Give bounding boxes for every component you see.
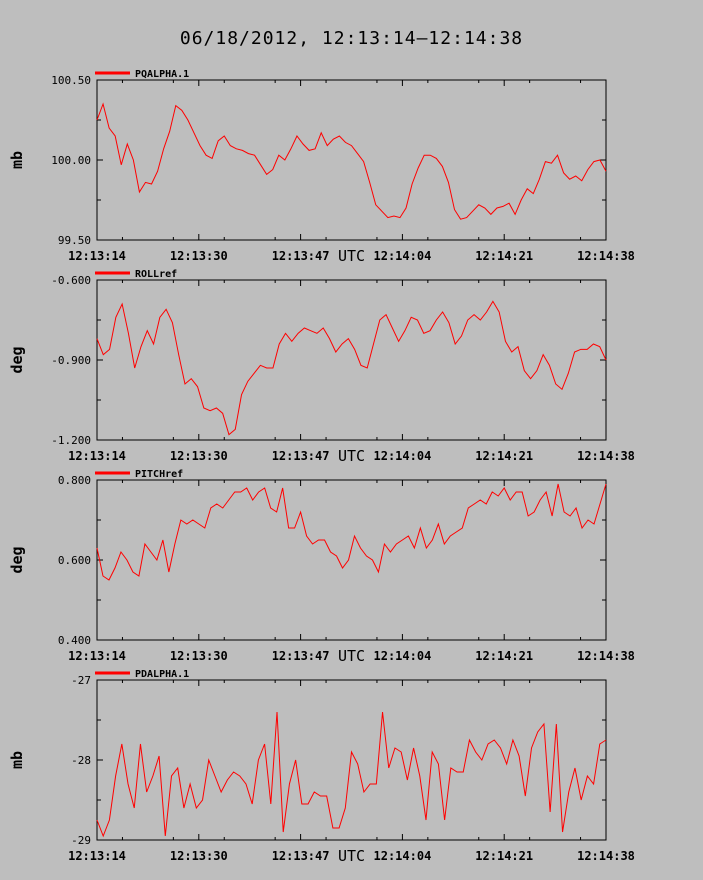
x-tick-label: 12:14:04 <box>374 649 432 663</box>
x-tick-label: 12:13:14 <box>68 849 126 863</box>
x-axis-label: UTC <box>338 847 365 865</box>
x-tick-label: 12:13:30 <box>170 849 228 863</box>
y-tick-label: 0.600 <box>58 554 91 567</box>
x-tick-label: 12:13:47 <box>272 849 330 863</box>
y-axis-label: mb <box>8 151 26 169</box>
x-tick-label: 12:14:21 <box>475 649 533 663</box>
x-tick-label: 12:14:04 <box>374 849 432 863</box>
chart-panel-1: 99.50 100.00 100.50 12:13:14 12:13:30 12:13:4… <box>8 69 635 265</box>
x-tick-label: 12:13:14 <box>68 249 126 263</box>
y-axis-label: deg <box>8 346 26 373</box>
y-tick-label: -29 <box>71 834 91 847</box>
y-axis-label: mb <box>8 751 26 769</box>
x-tick-label: 12:13:30 <box>170 249 228 263</box>
y-tick-label: -0.600 <box>51 274 91 287</box>
y-tick-label: -27 <box>71 674 91 687</box>
x-tick-label: 12:14:21 <box>475 249 533 263</box>
x-tick-label: 12:13:14 <box>68 449 126 463</box>
y-tick-label: -28 <box>71 754 91 767</box>
chart-panel-4: -29 -28 -27 12:13:14 12:13:30 12:13:47 12:14:0… <box>8 669 635 865</box>
plot-frame <box>96 279 607 441</box>
series-line-ROLLref <box>96 300 607 436</box>
y-tick-label: -0.900 <box>51 354 91 367</box>
plot-frame <box>96 79 607 241</box>
y-tick-label: 100.00 <box>51 154 91 167</box>
legend-label: PITCHref <box>135 469 183 480</box>
page-title: 06/18/2012, 12:13:14–12:14:38 <box>179 28 524 49</box>
y-tick-label: 0.400 <box>58 634 91 647</box>
x-tick-label: 12:13:30 <box>170 649 228 663</box>
x-tick-label: 12:14:04 <box>374 249 432 263</box>
x-tick-label: 12:14:04 <box>374 449 432 463</box>
legend-label: PQALPHA.1 <box>135 69 189 80</box>
x-tick-label: 12:14:38 <box>577 449 635 463</box>
x-tick-label: 12:14:38 <box>577 649 635 663</box>
x-axis-label: UTC <box>338 647 365 665</box>
x-tick-label: 12:13:30 <box>170 449 228 463</box>
x-tick-label: 12:13:47 <box>272 449 330 463</box>
x-tick-label: 12:13:14 <box>68 649 126 663</box>
y-tick-label: 99.50 <box>58 234 91 247</box>
x-tick-label: 12:14:21 <box>475 849 533 863</box>
series-line-PDALPHA.1 <box>96 711 607 838</box>
x-tick-label: 12:13:47 <box>272 649 330 663</box>
chart-panel-3: 0.400 0.600 0.800 12:13:14 12:13:30 12:13:47 1… <box>8 469 635 665</box>
plot-frame <box>96 479 607 641</box>
legend-label: ROLLref <box>135 269 177 280</box>
series-line-PITCHref <box>96 483 607 581</box>
y-axis-label: deg <box>8 546 26 573</box>
legend-label: PDALPHA.1 <box>135 669 189 680</box>
y-tick-label: 100.50 <box>51 74 91 87</box>
x-tick-label: 12:14:21 <box>475 449 533 463</box>
x-tick-label: 12:14:38 <box>577 849 635 863</box>
x-axis-label: UTC <box>338 447 365 465</box>
x-axis-label: UTC <box>338 247 365 265</box>
series-line-PQALPHA.1 <box>96 102 607 220</box>
y-tick-label: 0.800 <box>58 474 91 487</box>
x-tick-label: 12:14:38 <box>577 249 635 263</box>
y-tick-label: -1.200 <box>51 434 91 447</box>
x-tick-label: 12:13:47 <box>272 249 330 263</box>
chart-panel-2: -1.200 -0.900 -0.600 12:13:14 12:13:30 12:13:… <box>8 269 635 465</box>
